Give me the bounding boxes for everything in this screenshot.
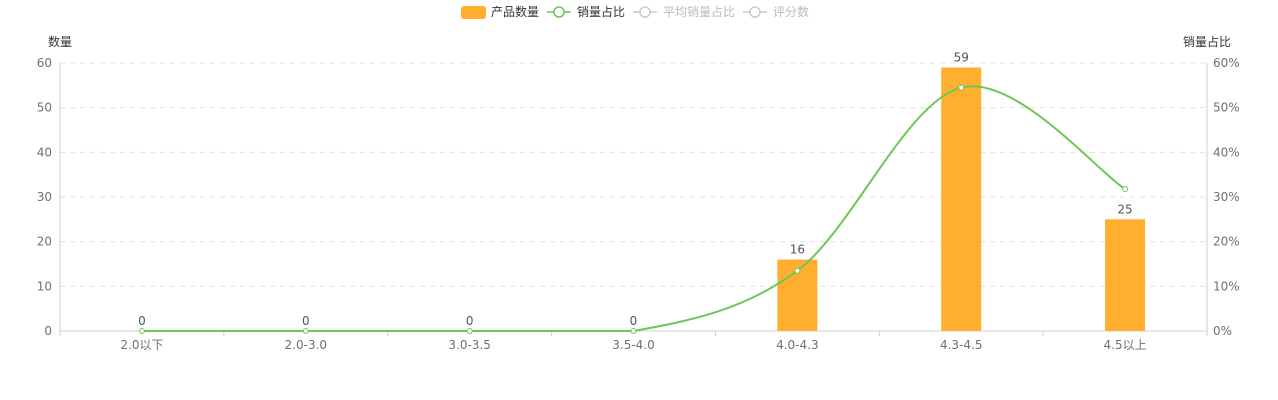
y-left-tick-label: 40 bbox=[37, 145, 52, 159]
legend-item[interactable]: 产品数量 bbox=[461, 4, 539, 19]
bar-value-label: 0 bbox=[630, 314, 638, 328]
line-point[interactable] bbox=[794, 267, 801, 274]
y-left-tick-label: 50 bbox=[37, 101, 52, 115]
legend-item[interactable]: 销量占比 bbox=[547, 4, 625, 19]
y-left-axis-title: 数量 bbox=[48, 34, 72, 49]
y-right-axis-title: 销量占比 bbox=[1183, 34, 1231, 49]
y-right-tick-label: 10% bbox=[1213, 279, 1240, 293]
bar-value-label: 0 bbox=[302, 314, 310, 328]
x-tick-label: 3.0-3.5 bbox=[448, 338, 491, 352]
y-left-tick-label: 30 bbox=[37, 190, 52, 204]
bar-value-label: 0 bbox=[466, 314, 474, 328]
legend-label: 产品数量 bbox=[491, 4, 539, 19]
line-point[interactable] bbox=[138, 328, 145, 334]
line-point[interactable] bbox=[466, 328, 473, 334]
line-point[interactable] bbox=[1122, 185, 1129, 192]
x-tick-label: 4.5以上 bbox=[1104, 338, 1147, 352]
legend-circle-icon bbox=[553, 6, 565, 18]
line-point[interactable] bbox=[302, 328, 309, 334]
legend-bar-icon bbox=[461, 6, 486, 19]
x-tick-label: 2.0以下 bbox=[120, 338, 163, 352]
legend-label: 评分数 bbox=[773, 4, 809, 19]
line-point[interactable] bbox=[958, 84, 965, 91]
y-left-tick-label: 60 bbox=[37, 56, 52, 70]
x-tick-label: 3.5-4.0 bbox=[612, 338, 655, 352]
bar-value-label: 0 bbox=[138, 314, 146, 328]
bar-value-label: 16 bbox=[790, 243, 805, 257]
legend-circle-icon bbox=[749, 6, 761, 18]
y-left-tick-label: 10 bbox=[37, 279, 52, 293]
bar-value-label: 25 bbox=[1117, 202, 1132, 216]
y-right-tick-label: 0% bbox=[1213, 324, 1232, 338]
legend-circle-icon bbox=[639, 6, 651, 18]
legend-item[interactable]: 评分数 bbox=[743, 4, 809, 19]
y-right-tick-label: 50% bbox=[1213, 101, 1240, 115]
line-point[interactable] bbox=[630, 328, 637, 334]
y-left-tick-label: 20 bbox=[37, 235, 52, 249]
x-tick-label: 2.0-3.0 bbox=[285, 338, 328, 352]
x-tick-label: 4.0-4.3 bbox=[776, 338, 819, 352]
legend-label: 平均销量占比 bbox=[663, 4, 735, 19]
y-right-tick-label: 40% bbox=[1213, 145, 1240, 159]
y-right-tick-label: 60% bbox=[1213, 56, 1240, 70]
bar-value-label: 59 bbox=[954, 50, 969, 64]
y-left-tick-label: 0 bbox=[44, 324, 52, 338]
y-right-tick-label: 20% bbox=[1213, 235, 1240, 249]
legend-item[interactable]: 平均销量占比 bbox=[633, 4, 735, 19]
bar[interactable] bbox=[941, 67, 982, 331]
legend-label: 销量占比 bbox=[577, 4, 625, 19]
x-tick-label: 4.3-4.5 bbox=[940, 338, 983, 352]
y-right-tick-label: 30% bbox=[1213, 190, 1240, 204]
bar[interactable] bbox=[1105, 219, 1146, 331]
